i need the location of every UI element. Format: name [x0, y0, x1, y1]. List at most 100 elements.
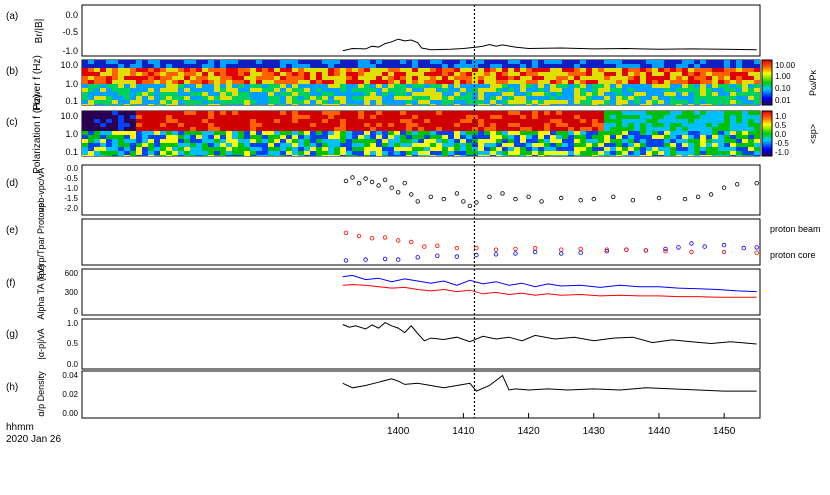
- heatmap-cell: [124, 151, 130, 155]
- heatmap-cell: [574, 100, 580, 104]
- heatmap-cell: [676, 111, 682, 115]
- heatmap-cell: [694, 60, 700, 64]
- heatmap-cell: [598, 139, 604, 143]
- heatmap-cell: [388, 135, 394, 139]
- panel-e-tag: (e): [6, 225, 18, 236]
- heatmap-cell: [592, 135, 598, 139]
- heatmap-cell: [598, 135, 604, 139]
- heatmap-cell: [130, 123, 136, 127]
- x-tick-label: 1440: [648, 426, 671, 437]
- heatmap-cell: [334, 104, 340, 105]
- heatmap-cell: [214, 123, 220, 127]
- heatmap-cell: [130, 127, 136, 131]
- heatmap-cell: [298, 123, 304, 127]
- heatmap-cell: [388, 68, 394, 72]
- data-point: [474, 252, 479, 258]
- heatmap-cell: [688, 76, 694, 80]
- heatmap-cell: [346, 80, 352, 84]
- heatmap-cell: [694, 143, 700, 147]
- heatmap-cell: [484, 119, 490, 123]
- heatmap-cell: [580, 123, 586, 127]
- heatmap-cell: [652, 92, 658, 96]
- heatmap-cell: [526, 76, 532, 80]
- heatmap-cell: [688, 135, 694, 139]
- heatmap-cell: [484, 60, 490, 64]
- heatmap-cell: [100, 92, 106, 96]
- heatmap-cell: [118, 127, 124, 131]
- heatmap-cell: [742, 88, 748, 92]
- heatmap-cell: [124, 88, 130, 92]
- heatmap-cell: [82, 155, 88, 156]
- heatmap-cell: [364, 155, 370, 156]
- heatmap-cell: [406, 131, 412, 135]
- data-point: [513, 246, 518, 252]
- heatmap-cell: [454, 119, 460, 123]
- heatmap-cell: [382, 88, 388, 92]
- heatmap-cell: [94, 115, 100, 119]
- heatmap-cell: [730, 151, 736, 155]
- heatmap-cell: [130, 119, 136, 123]
- heatmap-cell: [136, 151, 142, 155]
- heatmap-cell: [172, 123, 178, 127]
- heatmap-cell: [634, 155, 640, 156]
- heatmap-cell: [604, 139, 610, 143]
- heatmap-cell: [478, 72, 484, 76]
- heatmap-cell: [238, 104, 244, 105]
- heatmap-cell: [382, 100, 388, 104]
- heatmap-cell: [616, 96, 622, 100]
- heatmap-cell: [514, 88, 520, 92]
- heatmap-cell: [394, 96, 400, 100]
- heatmap-cell: [742, 68, 748, 72]
- heatmap-cell: [346, 100, 352, 104]
- heatmap-cell: [700, 123, 706, 127]
- panel-a-series-line: [342, 38, 757, 52]
- heatmap-cell: [484, 147, 490, 151]
- heatmap-cell: [442, 143, 448, 147]
- heatmap-cell: [592, 76, 598, 80]
- heatmap-cell: [358, 139, 364, 143]
- heatmap-cell: [196, 143, 202, 147]
- heatmap-cell: [478, 100, 484, 104]
- heatmap-cell: [124, 80, 130, 84]
- heatmap-cell: [628, 123, 634, 127]
- heatmap-cell: [670, 84, 676, 88]
- heatmap-cell: [568, 80, 574, 84]
- heatmap-cell: [640, 72, 646, 76]
- heatmap-cell: [130, 84, 136, 88]
- heatmap-cell: [124, 139, 130, 143]
- heatmap-cell: [694, 127, 700, 131]
- heatmap-cell: [508, 76, 514, 80]
- heatmap-cell: [112, 143, 118, 147]
- heatmap-cell: [484, 96, 490, 100]
- heatmap-cell: [628, 60, 634, 64]
- heatmap-cell: [484, 104, 490, 105]
- heatmap-cell: [676, 64, 682, 68]
- heatmap-cell: [742, 100, 748, 104]
- heatmap-cell: [124, 68, 130, 72]
- heatmap-cell: [628, 115, 634, 119]
- heatmap-cell: [310, 111, 316, 115]
- heatmap-cell: [298, 100, 304, 104]
- heatmap-cell: [160, 123, 166, 127]
- heatmap-cell: [268, 104, 274, 105]
- heatmap-cell: [106, 104, 112, 105]
- heatmap-cell: [586, 68, 592, 72]
- heatmap-cell: [658, 115, 664, 119]
- heatmap-cell: [268, 151, 274, 155]
- heatmap-cell: [532, 131, 538, 135]
- heatmap-cell: [430, 143, 436, 147]
- heatmap-cell: [208, 92, 214, 96]
- heatmap-cell: [628, 84, 634, 88]
- heatmap-cell: [406, 60, 412, 64]
- heatmap-cell: [604, 119, 610, 123]
- heatmap-cell: [292, 64, 298, 68]
- heatmap-cell: [262, 104, 268, 105]
- heatmap-cell: [610, 143, 616, 147]
- heatmap-cell: [268, 143, 274, 147]
- heatmap-cell: [196, 119, 202, 123]
- data-point: [454, 191, 460, 196]
- heatmap-cell: [304, 123, 310, 127]
- heatmap-cell: [664, 64, 670, 68]
- heatmap-cell: [172, 92, 178, 96]
- heatmap-cell: [490, 119, 496, 123]
